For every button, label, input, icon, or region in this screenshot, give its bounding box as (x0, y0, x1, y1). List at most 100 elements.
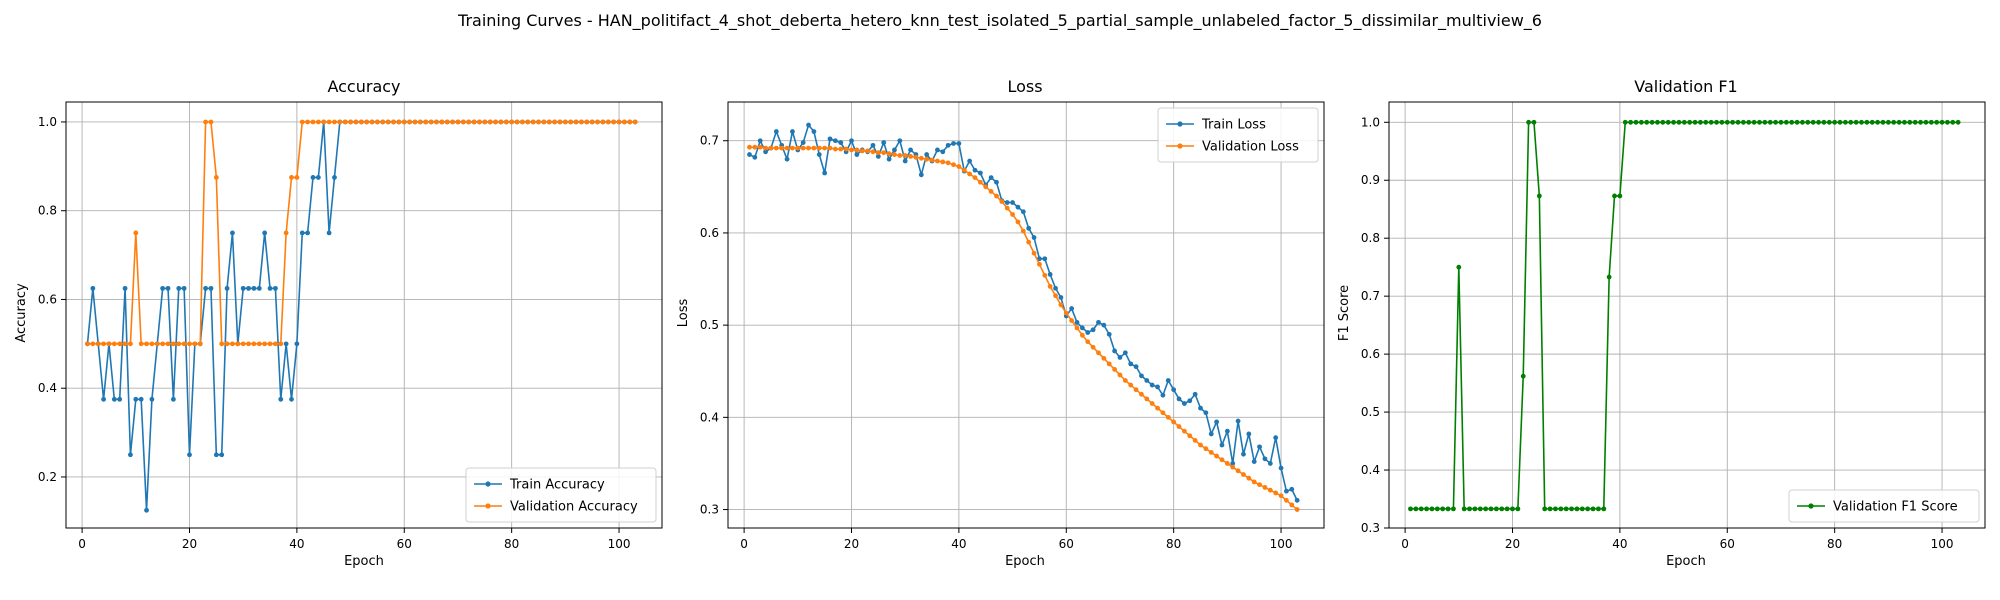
data-point (956, 141, 962, 146)
data-point (1015, 204, 1021, 210)
data-point (1542, 506, 1548, 512)
data-point (832, 146, 838, 152)
data-point (913, 154, 919, 160)
data-point (294, 341, 300, 347)
data-point (897, 138, 903, 144)
data-point (1096, 350, 1101, 356)
data-point (865, 148, 870, 154)
data-point (1278, 493, 1284, 499)
legend-box (1157, 107, 1319, 163)
data-point (90, 285, 96, 291)
data-point (579, 119, 584, 125)
data-point (251, 341, 257, 347)
data-point (181, 285, 187, 291)
y-tick-label: 1.0 (1361, 115, 1380, 129)
data-point (428, 119, 434, 125)
data-point (1724, 119, 1730, 125)
data-point (1294, 507, 1300, 512)
data-point (1418, 506, 1424, 512)
data-point (1762, 119, 1768, 125)
data-point (401, 119, 407, 125)
data-point (514, 119, 520, 125)
y-tick-label: 0.5 (700, 318, 719, 332)
data-point (1267, 461, 1273, 466)
data-point (1483, 506, 1489, 512)
data-point (246, 285, 251, 291)
x-tick-label: 80 (1166, 537, 1181, 551)
legend-label: Train Loss (1201, 118, 1266, 133)
data-point (773, 129, 779, 134)
data-point (773, 145, 779, 151)
data-point (806, 145, 811, 151)
data-point (1434, 506, 1440, 512)
data-point (1171, 419, 1177, 425)
data-point (1128, 361, 1134, 367)
data-point (332, 119, 337, 125)
data-point (128, 452, 133, 458)
data-point (1246, 431, 1252, 437)
data-point (1923, 119, 1929, 125)
data-point (170, 396, 176, 402)
data-point (1440, 506, 1446, 512)
data-point (1090, 344, 1096, 350)
accuracy-series (85, 119, 638, 513)
data-point (299, 119, 305, 125)
data-point (1590, 506, 1596, 512)
data-point (988, 175, 994, 181)
data-point (541, 119, 547, 125)
data-point (530, 119, 536, 125)
y-tick-label: 0.7 (700, 134, 719, 148)
data-point (1187, 398, 1193, 404)
data-point (1251, 459, 1257, 465)
data-point (1214, 453, 1220, 459)
data-point (1289, 486, 1295, 492)
data-point (1826, 119, 1832, 125)
data-point (1182, 428, 1187, 434)
data-point (181, 341, 187, 347)
data-point (1192, 438, 1198, 443)
data-point (1869, 119, 1875, 125)
data-point (752, 144, 758, 150)
data-point (1644, 119, 1650, 125)
x-tick-label: 20 (182, 537, 197, 551)
x-tick-label: 20 (1505, 537, 1520, 551)
data-point (1026, 225, 1032, 231)
data-point (1284, 497, 1289, 503)
data-point (1832, 119, 1838, 125)
data-point (1251, 479, 1257, 485)
data-point (800, 145, 806, 151)
data-point (213, 175, 219, 180)
data-point (1214, 419, 1220, 425)
data-point (822, 145, 828, 151)
data-point (875, 150, 881, 156)
data-point (482, 119, 488, 125)
data-point (1139, 373, 1144, 379)
data-point (1912, 119, 1918, 125)
data-point (1085, 339, 1091, 345)
data-point (1477, 506, 1483, 512)
data-point (310, 175, 316, 180)
x-tick-label: 100 (1270, 537, 1293, 551)
data-point (940, 159, 946, 165)
data-point (122, 285, 128, 291)
data-point (1730, 119, 1736, 125)
legend-box (1788, 489, 1980, 523)
data-point (133, 396, 139, 402)
data-point (1638, 119, 1644, 125)
data-point (1885, 119, 1891, 125)
data-point (85, 341, 90, 347)
data-point (1681, 119, 1687, 125)
data-point (1531, 119, 1537, 125)
data-point (1257, 444, 1262, 450)
data-point (1687, 119, 1693, 125)
legend-label: Validation F1 Score (1833, 500, 1958, 515)
data-point (1042, 272, 1048, 278)
data-point (520, 119, 525, 125)
data-point (176, 285, 182, 291)
data-point (1558, 506, 1564, 512)
data-point (256, 285, 262, 291)
data-point (477, 119, 482, 125)
data-point (886, 151, 892, 157)
data-point (466, 119, 472, 125)
x-tick-label: 20 (844, 537, 859, 551)
